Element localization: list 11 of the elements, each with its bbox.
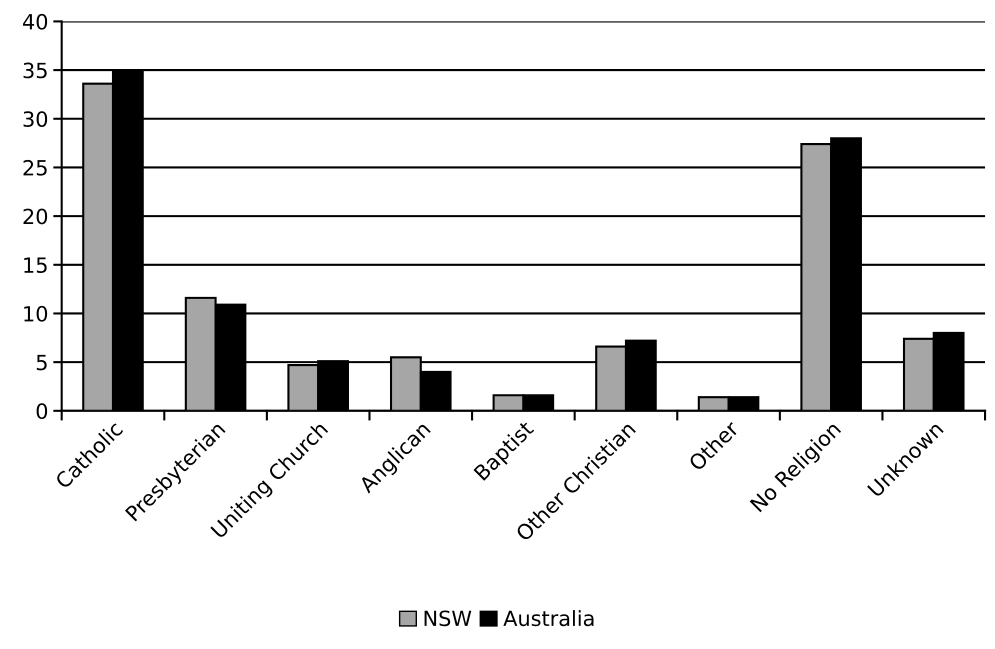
y-tick-label: 10 bbox=[24, 306, 48, 322]
legend-label: Australia bbox=[503, 610, 594, 626]
y-tick-label: 15 bbox=[24, 258, 47, 274]
y-tick-label: 35 bbox=[24, 62, 47, 78]
y-tick-label: 0 bbox=[36, 403, 48, 420]
y-tick-label: 5 bbox=[36, 354, 47, 370]
y-tick-label: 30 bbox=[24, 111, 48, 127]
y-tick-label: 20 bbox=[24, 208, 48, 224]
legend-label: NSW bbox=[424, 610, 472, 626]
y-tick-label: 40 bbox=[23, 14, 48, 30]
y-tick-label: 25 bbox=[24, 160, 47, 176]
